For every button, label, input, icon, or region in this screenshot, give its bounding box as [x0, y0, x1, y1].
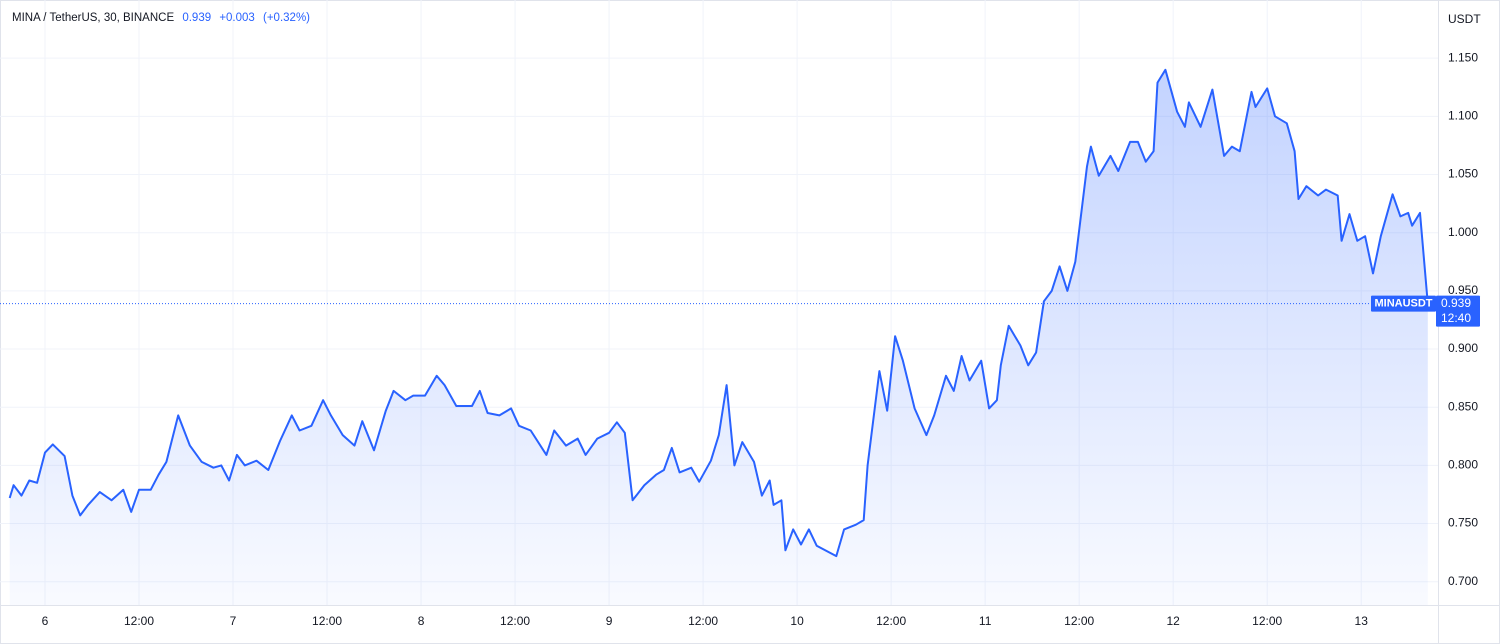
x-tick-label: 12:00 — [500, 614, 530, 628]
y-tick-label: 1.150 — [1448, 50, 1478, 64]
price-line — [8, 68, 1429, 558]
y-tick-label: 0.700 — [1448, 574, 1478, 588]
x-tick-label: 12:00 — [312, 614, 342, 628]
x-tick-label: 8 — [418, 614, 425, 628]
change-percent: (+0.32%) — [263, 12, 310, 24]
y-tick-label: 1.100 — [1448, 109, 1478, 123]
price-tag: 0.939 — [1441, 296, 1471, 310]
x-tick-label: 12:00 — [688, 614, 718, 628]
last-price: 0.939 — [182, 12, 212, 24]
x-tick-label: 12 — [1167, 614, 1181, 628]
y-tick-label: 1.000 — [1448, 225, 1478, 239]
y-tick-label: 0.800 — [1448, 458, 1478, 472]
change: +0.003 — [219, 12, 255, 24]
x-tick-label: 12:00 — [1064, 614, 1094, 628]
symbol-title: MINA / TetherUS, 30, BINANCE — [12, 12, 175, 24]
countdown: 12:40 — [1441, 311, 1471, 325]
x-tick-label: 12:00 — [876, 614, 906, 628]
symbol-tag: MINAUSDT — [1374, 298, 1432, 310]
area-fill — [9, 69, 1428, 606]
x-tick-label: 13 — [1355, 614, 1369, 628]
x-tick-label: 6 — [42, 614, 49, 628]
x-tick-label: 11 — [979, 614, 992, 628]
y-tick-label: 0.900 — [1448, 341, 1478, 355]
y-tick-label: 0.750 — [1448, 516, 1478, 530]
y-tick-label: 0.850 — [1448, 399, 1478, 413]
x-tick-label: 12:00 — [124, 614, 154, 628]
x-tick-label: 9 — [606, 614, 613, 628]
y-tick-label: 1.050 — [1448, 167, 1478, 181]
x-tick-label: 10 — [790, 614, 804, 628]
legend-header: MINA / TetherUS, 30, BINANCE 0.939 +0.00… — [12, 12, 315, 24]
y-axis-label: USDT — [1448, 12, 1481, 26]
price-tag-bg — [1436, 295, 1480, 327]
y-tick-label: 0.950 — [1448, 283, 1478, 297]
symbol-tag-bg — [1371, 295, 1436, 312]
x-tick-label: 12:00 — [1252, 614, 1282, 628]
x-tick-label: 7 — [230, 614, 237, 628]
